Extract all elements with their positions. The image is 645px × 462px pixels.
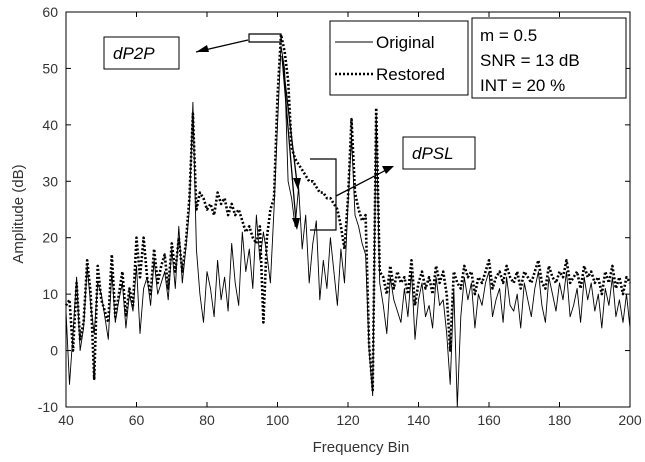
annotation-dp2p-arrowhead [196,45,209,52]
ticks-layer: 40 60 80 100 120 140 160 180 200 -10 0 10 20 30 40 50 60 [38,4,642,428]
annotation-peak-drop-arrowhead-1 [293,178,301,190]
annotation-dpsl-label: dPSL [412,144,454,163]
info-line-m: m = 0.5 [480,26,537,45]
annotation-dpsl-arrowhead [382,166,394,174]
series-line-original [65,45,631,408]
series-layer [64,33,632,408]
x-tick-label: 120 [336,412,360,428]
x-tick-label: 200 [618,412,642,428]
legend: Original Restored [329,20,469,96]
x-tick-label: 140 [407,412,431,428]
info-box: m = 0.5 SNR = 13 dB INT = 20 % [471,17,627,99]
x-tick-label: 180 [548,412,572,428]
annotation-dpsl-box [402,136,476,170]
annotation-peak-drop-arrow-2 [281,55,297,223]
legend-box [329,20,469,96]
x-tick-label: 80 [199,412,215,428]
annotation-dpsl: dPSL [281,55,476,231]
annotation-peak-drop-arrowhead-2 [292,218,300,230]
x-axis-label: Frequency Bin [313,439,410,456]
y-tick-label: -10 [38,399,58,415]
legend-label-original: Original [376,33,435,52]
y-tick-label: 30 [42,173,58,189]
annotation-dp2p: dP2P [103,33,282,70]
annotation-peak-drop-arrow-1 [281,55,298,184]
annotation-dpsl-arrow [335,166,393,197]
annotation-dp2p-label: dP2P [113,44,155,63]
x-tick-label: 60 [129,412,145,428]
y-tick-label: 20 [42,230,58,246]
y-axis-label: Amplitude (dB) [10,164,27,263]
y-tick-label: 10 [42,286,58,302]
y-tick-label: 60 [42,4,58,20]
annotation-dp2p-box [103,36,180,70]
legend-label-restored: Restored [376,65,445,84]
annotation-dp2p-bracket [248,33,282,43]
x-tick-label: 160 [477,412,501,428]
y-tick-label: 50 [42,60,58,76]
y-tick-label: 40 [42,117,58,133]
y-tick-label: 0 [50,343,58,359]
info-line-snr: SNR = 13 dB [480,51,580,70]
info-line-int: INT = 20 % [480,76,565,95]
x-tick-label: 40 [58,412,74,428]
x-tick-label: 100 [266,412,290,428]
info-box-frame [471,17,627,99]
annotation-dpsl-bracket [310,158,337,231]
series-line-restored [64,33,632,392]
